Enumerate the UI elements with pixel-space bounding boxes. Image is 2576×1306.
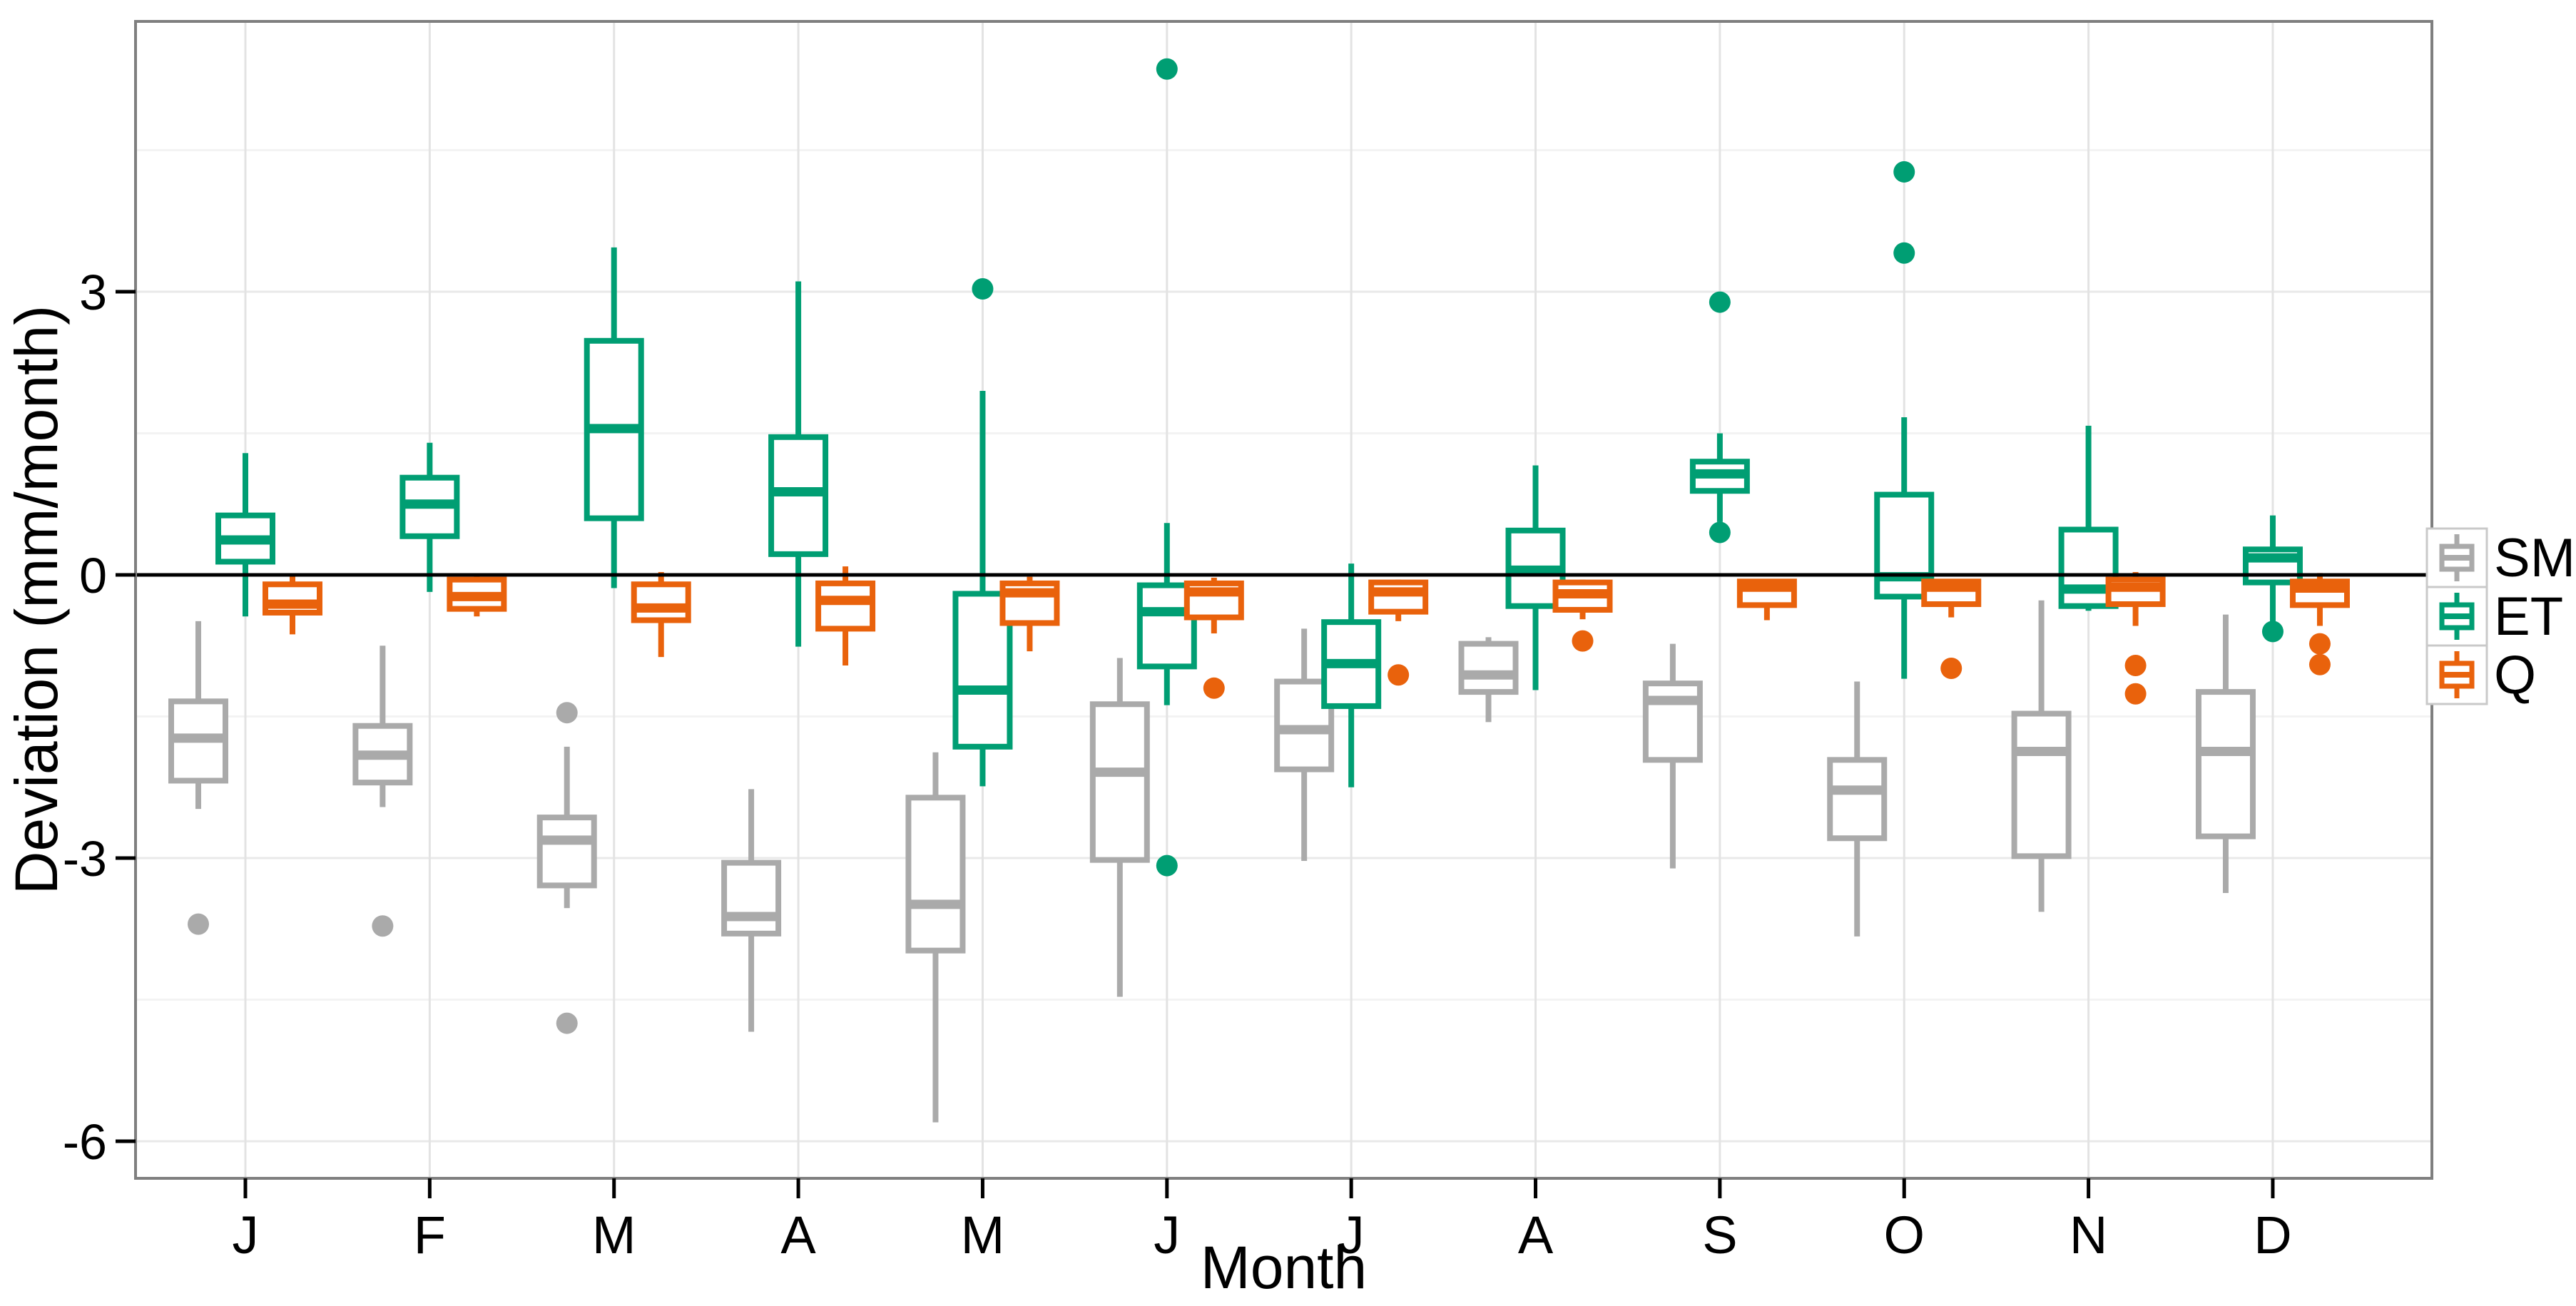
- boxplot-Q-9: [1921, 578, 1982, 680]
- x-tick-label: J: [1338, 1205, 1365, 1265]
- outlier-point: [1940, 658, 1962, 680]
- x-tick-label: A: [1518, 1205, 1554, 1265]
- boxplot-SM-10: [2011, 600, 2072, 912]
- x-tick-label: O: [1883, 1205, 1925, 1265]
- plot-panel: [136, 21, 2432, 1178]
- boxplot-Q-8: [1736, 578, 1797, 621]
- boxplot-Q-7: [1552, 579, 1613, 652]
- outlier-point: [556, 702, 578, 724]
- boxplot-SM-5: [1089, 658, 1150, 997]
- box: [631, 581, 691, 623]
- boxplot-Q-5: [1183, 577, 1244, 699]
- boxplot-Q-6: [1368, 579, 1429, 686]
- outlier-point: [1709, 291, 1731, 313]
- box: [1368, 579, 1429, 615]
- outlier-point: [2124, 655, 2147, 677]
- x-tick-label: A: [780, 1205, 816, 1265]
- boxplot-ET-8: [1689, 291, 1750, 544]
- boxplot-SM-4: [905, 752, 966, 1123]
- boxplot-Q-3: [815, 566, 876, 666]
- boxplot-ET-11: [2242, 515, 2303, 643]
- boxplot-SM-9: [1827, 681, 1888, 937]
- box: [1458, 641, 1519, 695]
- y-tick-label: -6: [63, 1114, 107, 1170]
- boxplot-SM-8: [1642, 643, 1703, 869]
- box: [1089, 701, 1150, 863]
- box: [721, 859, 782, 937]
- legend-label: Q: [2494, 645, 2536, 705]
- boxplot-Q-0: [263, 575, 322, 635]
- y-axis-title: Deviation (mm/month): [3, 305, 70, 894]
- legend-item-ET: ET: [2425, 586, 2563, 647]
- outlier-point: [1893, 160, 1915, 183]
- box: [905, 795, 966, 954]
- boxplot-SM-0: [168, 621, 228, 935]
- legend-label: SM: [2494, 528, 2575, 588]
- boxplot-SM-11: [2195, 614, 2256, 893]
- box: [2011, 710, 2072, 859]
- x-tick-label: J: [1154, 1205, 1180, 1265]
- outlier-point: [1893, 242, 1915, 264]
- box: [536, 815, 597, 889]
- box: [1827, 757, 1888, 842]
- x-tick-label: M: [961, 1205, 1005, 1265]
- legend-label: ET: [2494, 586, 2563, 647]
- x-tick-label: F: [414, 1205, 446, 1265]
- y-tick-label: 0: [79, 548, 107, 603]
- outlier-point: [2308, 653, 2331, 675]
- x-tick-label: M: [592, 1205, 636, 1265]
- box: [2195, 689, 2256, 840]
- x-axis-title: Month: [1201, 1234, 1367, 1301]
- y-tick-label: -3: [63, 831, 107, 887]
- outlier-point: [1572, 630, 1594, 652]
- outlier-point: [1156, 854, 1178, 877]
- boxplot-SM-7: [1458, 637, 1519, 723]
- boxplot-Q-1: [447, 575, 507, 617]
- boxplot-SM-1: [352, 646, 413, 937]
- boxplot-SM-2: [536, 702, 597, 1034]
- boxplot-Q-2: [631, 572, 691, 658]
- box: [815, 580, 876, 632]
- boxplot-ET-3: [768, 281, 829, 647]
- outlier-point: [1388, 664, 1410, 686]
- outlier-point: [188, 913, 209, 935]
- outlier-point: [2124, 683, 2147, 705]
- boxplot-ET-0: [215, 453, 275, 617]
- outlier-point: [372, 915, 394, 937]
- outlier-point: [2261, 621, 2284, 643]
- outlier-point: [2308, 633, 2331, 655]
- legend-item-Q: Q: [2425, 644, 2536, 705]
- boxplot-ET-1: [399, 442, 460, 592]
- box: [1642, 680, 1703, 763]
- legend-item-SM: SM: [2425, 527, 2575, 588]
- boxplot-ET-10: [2058, 425, 2119, 611]
- outlier-point: [1156, 58, 1178, 80]
- x-tick-label: S: [1702, 1205, 1737, 1265]
- outlier-point: [972, 278, 994, 300]
- y-tick-label: 3: [79, 265, 107, 320]
- boxplot-Q-4: [999, 576, 1060, 652]
- outlier-point: [556, 1012, 578, 1034]
- outlier-point: [1203, 677, 1225, 699]
- x-tick-label: J: [233, 1205, 259, 1265]
- outlier-point: [1709, 521, 1731, 544]
- x-tick-label: D: [2254, 1205, 2291, 1265]
- x-tick-label: N: [2070, 1205, 2107, 1265]
- boxplot-Q-10: [2105, 572, 2166, 705]
- boxplot-SM-3: [721, 789, 782, 1032]
